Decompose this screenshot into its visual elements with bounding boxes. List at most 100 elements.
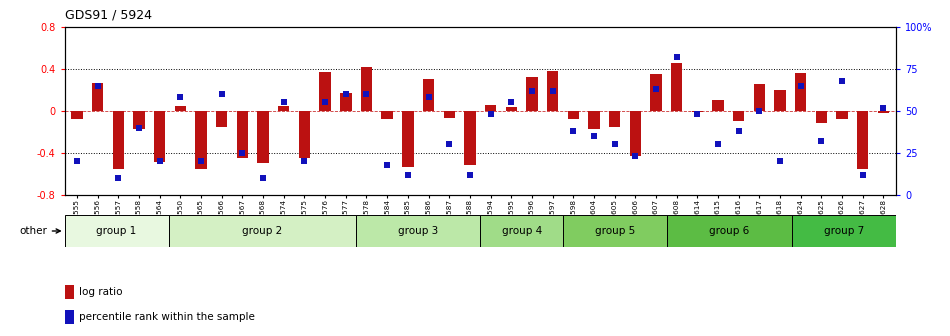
Point xyxy=(504,100,519,105)
Point xyxy=(256,175,271,181)
Point xyxy=(317,100,332,105)
Text: group 1: group 1 xyxy=(97,226,137,236)
Bar xyxy=(567,111,579,119)
Bar xyxy=(423,79,434,111)
Point xyxy=(628,154,643,159)
Bar xyxy=(402,111,413,167)
Bar xyxy=(355,215,481,247)
Point xyxy=(690,112,705,117)
Point xyxy=(173,95,188,100)
Bar xyxy=(526,77,538,111)
Bar xyxy=(878,111,889,113)
Point xyxy=(732,128,747,134)
Bar xyxy=(753,84,765,111)
Point xyxy=(194,159,209,164)
Point xyxy=(463,172,478,177)
Text: group 7: group 7 xyxy=(824,226,864,236)
Point xyxy=(793,83,808,88)
Bar xyxy=(382,111,393,119)
Point xyxy=(545,88,560,93)
Bar xyxy=(465,111,476,166)
Point xyxy=(669,54,684,60)
Point xyxy=(855,172,870,177)
Text: GDS91 / 5924: GDS91 / 5924 xyxy=(65,8,152,22)
Point xyxy=(586,133,601,139)
Bar xyxy=(671,62,682,111)
Bar xyxy=(361,67,372,111)
Point xyxy=(442,142,457,147)
Bar xyxy=(257,111,269,163)
Text: log ratio: log ratio xyxy=(79,287,123,297)
Bar xyxy=(299,111,310,158)
Point xyxy=(834,78,849,83)
Point xyxy=(131,125,146,130)
Bar xyxy=(481,215,563,247)
Bar xyxy=(196,111,207,169)
Bar xyxy=(774,90,786,111)
Bar xyxy=(712,100,724,111)
Point xyxy=(380,162,395,167)
Bar xyxy=(795,73,807,111)
Bar xyxy=(154,111,165,162)
Point xyxy=(772,159,788,164)
Bar xyxy=(65,285,74,299)
Point xyxy=(90,83,105,88)
Bar xyxy=(65,310,74,324)
Point xyxy=(711,142,726,147)
Bar xyxy=(175,106,186,111)
Point xyxy=(296,159,312,164)
Text: percentile rank within the sample: percentile rank within the sample xyxy=(79,312,255,322)
Point xyxy=(111,175,126,181)
Bar xyxy=(836,111,847,119)
Point xyxy=(69,159,85,164)
Point xyxy=(483,112,498,117)
Bar xyxy=(237,111,248,158)
Bar xyxy=(65,215,168,247)
Bar xyxy=(816,111,827,124)
Point xyxy=(649,86,664,92)
Text: group 5: group 5 xyxy=(596,226,636,236)
Bar xyxy=(547,71,559,111)
Point xyxy=(565,128,580,134)
Point xyxy=(338,91,353,97)
Text: group 6: group 6 xyxy=(710,226,750,236)
Bar xyxy=(484,104,496,111)
Point xyxy=(524,88,540,93)
Point xyxy=(421,95,436,100)
Bar xyxy=(651,74,661,111)
Bar xyxy=(505,107,517,111)
Point xyxy=(876,105,891,110)
Text: group 4: group 4 xyxy=(502,226,542,236)
Bar xyxy=(92,83,104,111)
Bar xyxy=(216,111,227,127)
Bar xyxy=(71,111,83,119)
Point xyxy=(152,159,167,164)
Point xyxy=(214,91,229,97)
Bar xyxy=(113,111,124,169)
Bar xyxy=(609,111,620,127)
Bar xyxy=(667,215,792,247)
Bar xyxy=(278,106,290,111)
Bar xyxy=(588,111,599,129)
Point xyxy=(814,138,829,144)
Bar xyxy=(733,111,745,121)
Bar xyxy=(792,215,896,247)
Point xyxy=(235,150,250,156)
Text: other: other xyxy=(19,226,60,236)
Bar xyxy=(630,111,641,156)
Bar xyxy=(133,111,144,129)
Bar xyxy=(340,93,352,111)
Bar xyxy=(319,72,331,111)
Point xyxy=(276,100,292,105)
Bar xyxy=(168,215,355,247)
Bar xyxy=(692,111,703,112)
Point xyxy=(359,91,374,97)
Bar xyxy=(444,111,455,118)
Point xyxy=(400,172,415,177)
Point xyxy=(751,108,767,114)
Text: group 2: group 2 xyxy=(242,226,282,236)
Bar xyxy=(563,215,667,247)
Text: group 3: group 3 xyxy=(398,226,438,236)
Point xyxy=(607,142,622,147)
Bar xyxy=(857,111,868,169)
